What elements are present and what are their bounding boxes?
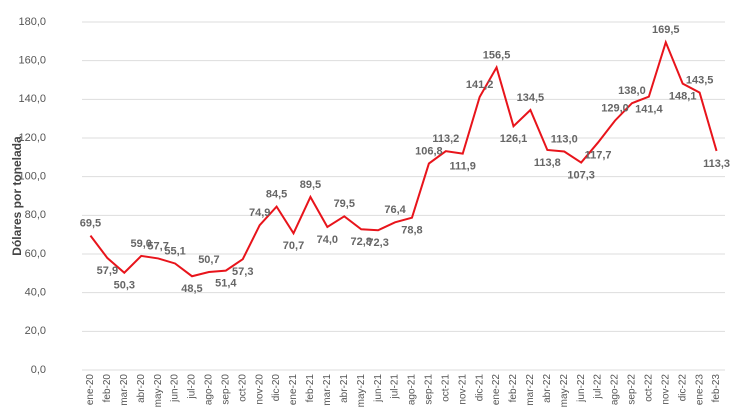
data-label: 129,0 <box>601 103 629 115</box>
x-tick-label: feb-21 <box>305 374 316 403</box>
data-label: 141,4 <box>635 104 663 116</box>
x-tick-label: may-20 <box>153 374 164 408</box>
x-tick-label: mar-20 <box>119 374 130 406</box>
x-tick-label: ene-22 <box>491 374 502 406</box>
x-tick-label: dic-21 <box>474 374 485 402</box>
x-tick-label: nov-21 <box>457 374 468 405</box>
data-label: 113,0 <box>551 133 578 145</box>
x-tick-label: dic-20 <box>271 374 282 402</box>
y-tick-label: 140,0 <box>18 93 46 105</box>
data-label: 113,8 <box>534 157 561 169</box>
x-tick-label: sep-20 <box>220 374 231 405</box>
x-tick-label: ene-21 <box>288 374 299 406</box>
x-tick-label: jun-20 <box>170 374 181 403</box>
data-label: 55,1 <box>164 245 185 257</box>
y-axis-label: Dólares por tonelada <box>10 136 24 256</box>
x-tick-label: mar-21 <box>322 374 333 406</box>
data-label: 51,4 <box>215 278 237 290</box>
data-label: 59,0 <box>131 238 152 250</box>
x-tick-label: oct-20 <box>237 374 248 402</box>
data-label: 117,7 <box>585 149 612 161</box>
data-label: 72,3 <box>367 237 388 249</box>
x-tick-label: jul-22 <box>593 374 604 400</box>
x-tick-label: sep-21 <box>424 374 435 405</box>
data-label: 76,4 <box>384 204 406 216</box>
x-tick-label: ene-20 <box>85 374 96 406</box>
data-label: 113,3 <box>703 158 730 170</box>
data-label: 156,5 <box>483 49 511 61</box>
data-label: 50,7 <box>198 254 219 266</box>
y-tick-label: 60,0 <box>25 248 46 260</box>
x-tick-label: sep-22 <box>627 374 638 405</box>
data-label: 111,9 <box>450 161 476 173</box>
x-tick-label: jun-22 <box>576 374 587 403</box>
x-tick-label: ago-22 <box>610 374 621 406</box>
data-label: 78,8 <box>401 225 422 237</box>
data-label: 138,0 <box>618 85 646 97</box>
data-label: 57,9 <box>97 265 118 277</box>
y-tick-label: 160,0 <box>18 55 46 67</box>
y-tick-label: 80,0 <box>25 209 46 221</box>
data-label: 141,2 <box>466 79 494 91</box>
x-tick-label: abr-22 <box>542 374 553 403</box>
data-label: 107,3 <box>567 169 595 181</box>
x-tick-label: jun-21 <box>373 374 384 403</box>
x-tick-label: abr-21 <box>339 374 350 403</box>
y-tick-label: 100,0 <box>18 171 46 183</box>
x-tick-label: may-22 <box>559 374 570 408</box>
x-tick-label: mar-22 <box>525 374 536 406</box>
x-tick-label: oct-22 <box>643 374 654 402</box>
x-tick-label: ago-20 <box>204 374 215 406</box>
x-tick-label: feb-22 <box>508 374 519 403</box>
data-label: 148,1 <box>669 91 697 103</box>
y-tick-label: 180,0 <box>18 16 46 28</box>
x-tick-label: ene-23 <box>694 374 705 406</box>
x-tick-label: nov-20 <box>254 374 265 405</box>
x-tick-label: ago-21 <box>407 374 418 406</box>
x-tick-label: abr-20 <box>136 374 147 403</box>
x-tick-label: oct-21 <box>440 374 451 402</box>
y-tick-label: 20,0 <box>25 325 46 337</box>
y-tick-label: 40,0 <box>25 287 46 299</box>
data-label: 57,3 <box>232 266 253 278</box>
x-tick-label: feb-20 <box>102 374 113 403</box>
data-label: 74,9 <box>249 207 270 219</box>
x-tick-label: jul-20 <box>187 374 198 400</box>
data-label: 69,5 <box>80 218 101 230</box>
data-label: 126,1 <box>500 133 528 145</box>
data-label: 57,7 <box>147 240 168 252</box>
data-label: 169,5 <box>652 24 680 36</box>
line <box>89 39 718 278</box>
data-label: 74,0 <box>317 234 338 246</box>
x-tick-label: nov-22 <box>660 374 671 405</box>
data-label: 143,5 <box>686 74 714 86</box>
data-label: 79,5 <box>334 198 355 210</box>
data-label: 113,2 <box>432 133 459 145</box>
data-label: 89,5 <box>300 179 321 191</box>
data-label: 48,5 <box>181 283 202 295</box>
y-tick-label: 120,0 <box>18 132 46 144</box>
x-tick-label: feb-23 <box>711 374 722 403</box>
data-label: 84,5 <box>266 189 287 201</box>
data-label: 134,5 <box>517 92 545 104</box>
x-tick-label: jul-21 <box>390 374 401 400</box>
data-label: 50,3 <box>114 280 135 292</box>
x-tick-label: dic-22 <box>677 374 688 402</box>
data-label: 72,8 <box>350 236 371 248</box>
data-label: 70,7 <box>283 240 304 252</box>
data-label: 106,8 <box>415 145 443 157</box>
y-tick-label: 0,0 <box>31 364 46 376</box>
x-tick-label: may-21 <box>356 374 367 408</box>
